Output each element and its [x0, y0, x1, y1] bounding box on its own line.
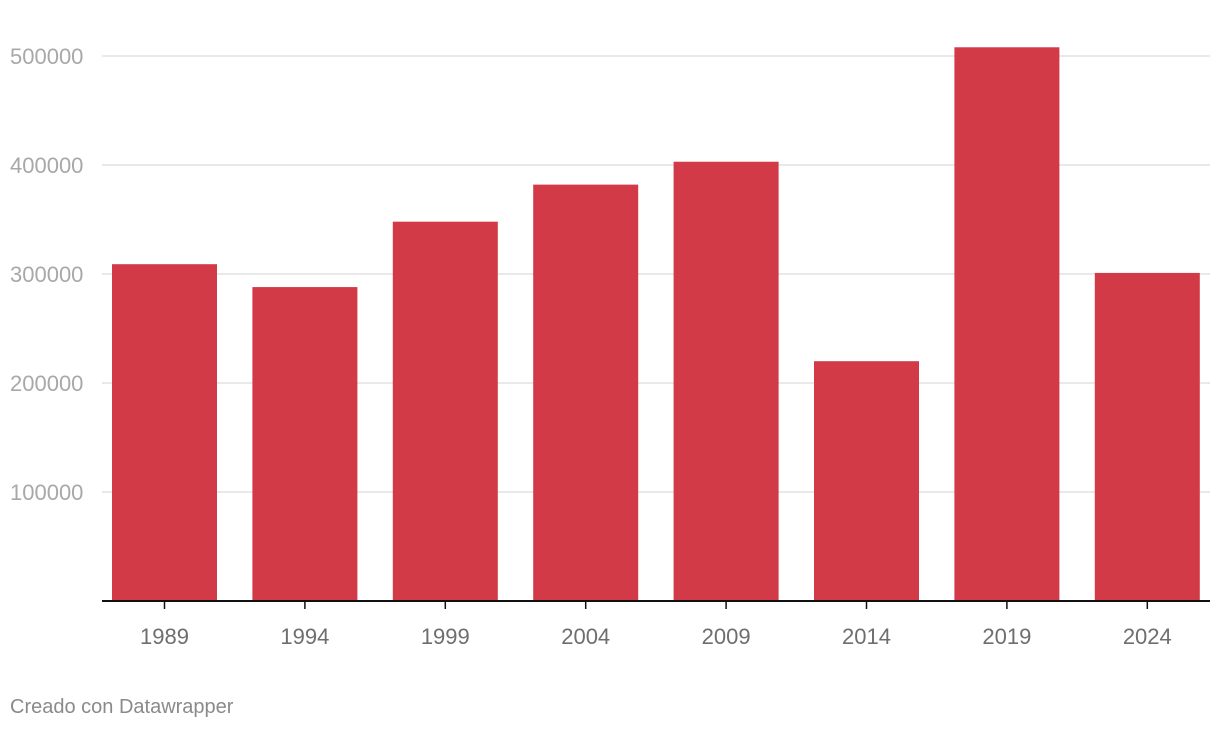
bar-1999	[392, 221, 498, 601]
bar-2019	[954, 47, 1060, 601]
bar-1994	[252, 287, 358, 601]
bar-2014	[814, 361, 919, 601]
bar-1989	[112, 264, 217, 601]
x-tick-label: 2004	[561, 624, 610, 649]
y-tick-label: 200000	[10, 371, 83, 396]
bars	[112, 47, 1200, 602]
x-tick-label: 1994	[280, 624, 329, 649]
y-tick-label: 500000	[10, 44, 83, 69]
y-axis-tick-labels: 100000 200000 300000 400000 500000	[10, 44, 83, 505]
x-tick-label: 2024	[1123, 624, 1172, 649]
x-tick-label: 1989	[140, 624, 189, 649]
x-tick-label: 1999	[421, 624, 470, 649]
x-axis-tick-labels: 1989 1994 1999 2004 2009 2014 2019 2024	[140, 624, 1172, 649]
bar-2009	[673, 161, 779, 602]
x-axis-ticks	[163, 601, 1149, 609]
datawrapper-credit: Creado con Datawrapper	[10, 696, 234, 718]
x-tick-label: 2009	[702, 624, 751, 649]
y-tick-label: 300000	[10, 262, 83, 287]
x-tick-label: 2014	[842, 624, 891, 649]
y-tick-label: 100000	[10, 480, 83, 505]
y-tick-label: 400000	[10, 153, 83, 178]
bar-2024	[1094, 272, 1200, 601]
x-tick-label: 2019	[982, 624, 1031, 649]
bar-2004	[533, 184, 639, 601]
